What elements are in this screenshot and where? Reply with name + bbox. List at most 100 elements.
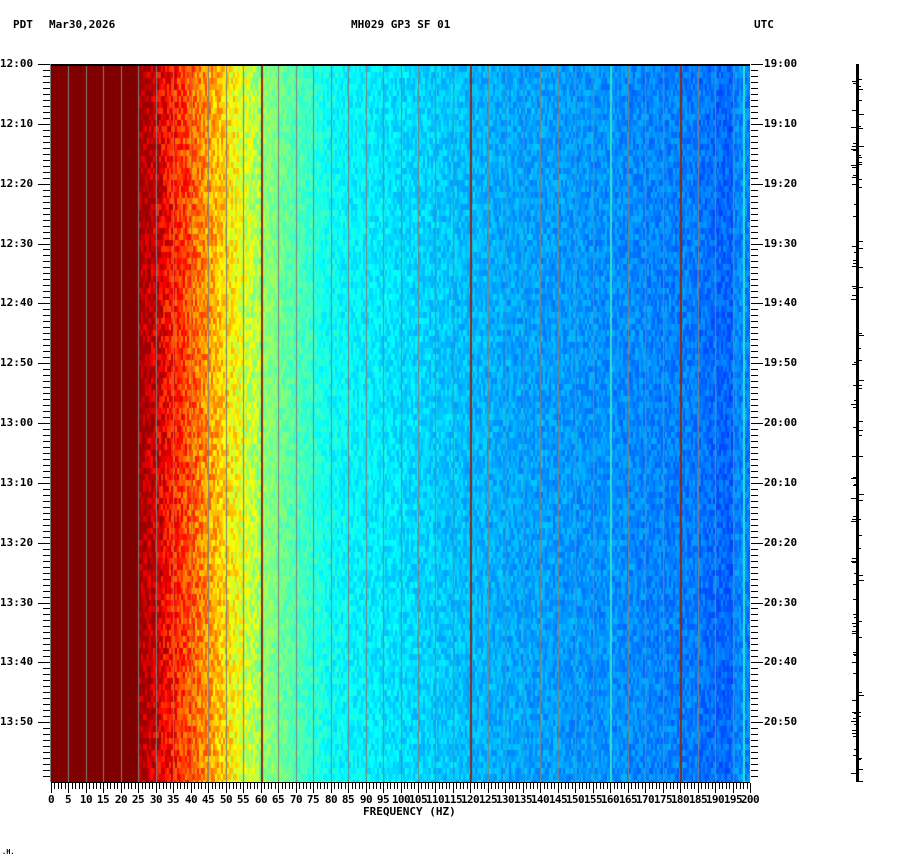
y-tick-right (751, 387, 758, 388)
y-tick-label-left: 12:30 (0, 237, 34, 250)
y-tick-right (751, 597, 758, 598)
trace-spike (853, 485, 856, 486)
y-tick-right (751, 668, 758, 669)
trace-spike (852, 81, 856, 82)
y-tick-right (751, 716, 758, 717)
x-tick (505, 783, 506, 793)
x-tick (575, 783, 576, 793)
y-tick-left (38, 543, 50, 544)
x-tick (75, 783, 76, 789)
y-tick-left (43, 650, 50, 651)
y-tick-right (751, 196, 758, 197)
y-tick-left (43, 740, 50, 741)
trace-spike (853, 654, 856, 655)
trace-spike (859, 430, 863, 431)
x-tick (226, 783, 227, 793)
x-tick (621, 783, 622, 789)
y-tick-right (751, 525, 758, 526)
x-tick-label: 85 (341, 793, 355, 806)
y-tick-right (751, 603, 763, 604)
x-tick (509, 783, 510, 789)
y-tick-left (43, 441, 50, 442)
y-tick-label-left: 12:40 (0, 296, 34, 309)
x-tick (719, 783, 720, 789)
y-tick-left (43, 339, 50, 340)
x-tick-label: 5 (64, 793, 72, 806)
x-tick-label: 195 (723, 793, 743, 806)
y-tick-label-left: 13:10 (0, 476, 34, 489)
trace-spike (859, 695, 864, 696)
y-tick-left (43, 327, 50, 328)
y-tick-label-right: 19:20 (764, 177, 798, 190)
x-tick (303, 783, 304, 789)
y-tick-left (43, 154, 50, 155)
trace-spike (859, 500, 863, 501)
x-tick (110, 783, 111, 789)
y-tick-right (751, 662, 763, 663)
x-tick (642, 783, 643, 789)
x-tick (310, 783, 311, 789)
y-tick-right (751, 429, 758, 430)
y-tick-right (751, 333, 758, 334)
y-tick-left (43, 680, 50, 681)
y-tick-right (751, 172, 758, 173)
x-tick (352, 783, 353, 789)
x-tick (61, 783, 62, 789)
x-tick (166, 783, 167, 789)
y-tick-left (43, 752, 50, 753)
y-tick-right (751, 728, 758, 729)
trace-spike (852, 246, 856, 247)
y-tick-left (43, 453, 50, 454)
y-tick-right (751, 261, 758, 262)
x-tick-label: 190 (705, 793, 725, 806)
x-tick (103, 783, 104, 793)
y-tick-left (43, 465, 50, 466)
x-tick-label: 150 (565, 793, 585, 806)
y-tick-left (43, 255, 50, 256)
y-tick-left (43, 202, 50, 203)
y-tick-left (43, 232, 50, 233)
x-tick (390, 783, 391, 789)
y-tick-left (43, 387, 50, 388)
x-tick (334, 783, 335, 789)
x-tick-label: 115 (443, 793, 463, 806)
y-tick-right (751, 106, 758, 107)
x-tick (138, 783, 139, 793)
y-tick-left (38, 603, 50, 604)
x-tick (229, 783, 230, 789)
y-tick-right (751, 154, 758, 155)
y-tick-left (43, 279, 50, 280)
x-axis-line (51, 782, 750, 783)
trace-spike (853, 427, 856, 428)
x-tick (614, 783, 615, 789)
y-tick-left (43, 321, 50, 322)
y-tick-left (43, 94, 50, 95)
y-tick-right (751, 249, 758, 250)
x-tick (194, 783, 195, 789)
y-tick-right (751, 734, 758, 735)
y-tick-left (43, 345, 50, 346)
y-tick-right (751, 423, 763, 424)
trace-spike (851, 404, 856, 405)
y-tick-left (43, 435, 50, 436)
x-tick-label: 180 (670, 793, 690, 806)
trace-spike (852, 558, 856, 559)
y-tick-left (43, 417, 50, 418)
y-tick-left (43, 513, 50, 514)
trace-spike (859, 114, 864, 115)
trace-spike (859, 267, 863, 268)
trace-spike (859, 287, 863, 288)
y-tick-right (751, 752, 758, 753)
x-tick (617, 783, 618, 789)
y-tick-left (43, 106, 50, 107)
y-tick-left (43, 674, 50, 675)
trace-spike (852, 456, 856, 457)
x-tick (170, 783, 171, 789)
trace-spike (853, 143, 856, 144)
y-tick-left (38, 722, 50, 723)
trace-spike (854, 749, 856, 750)
y-tick-right (751, 291, 758, 292)
y-tick-left (43, 411, 50, 412)
x-tick (610, 783, 611, 793)
x-tick-label: 80 (324, 793, 338, 806)
